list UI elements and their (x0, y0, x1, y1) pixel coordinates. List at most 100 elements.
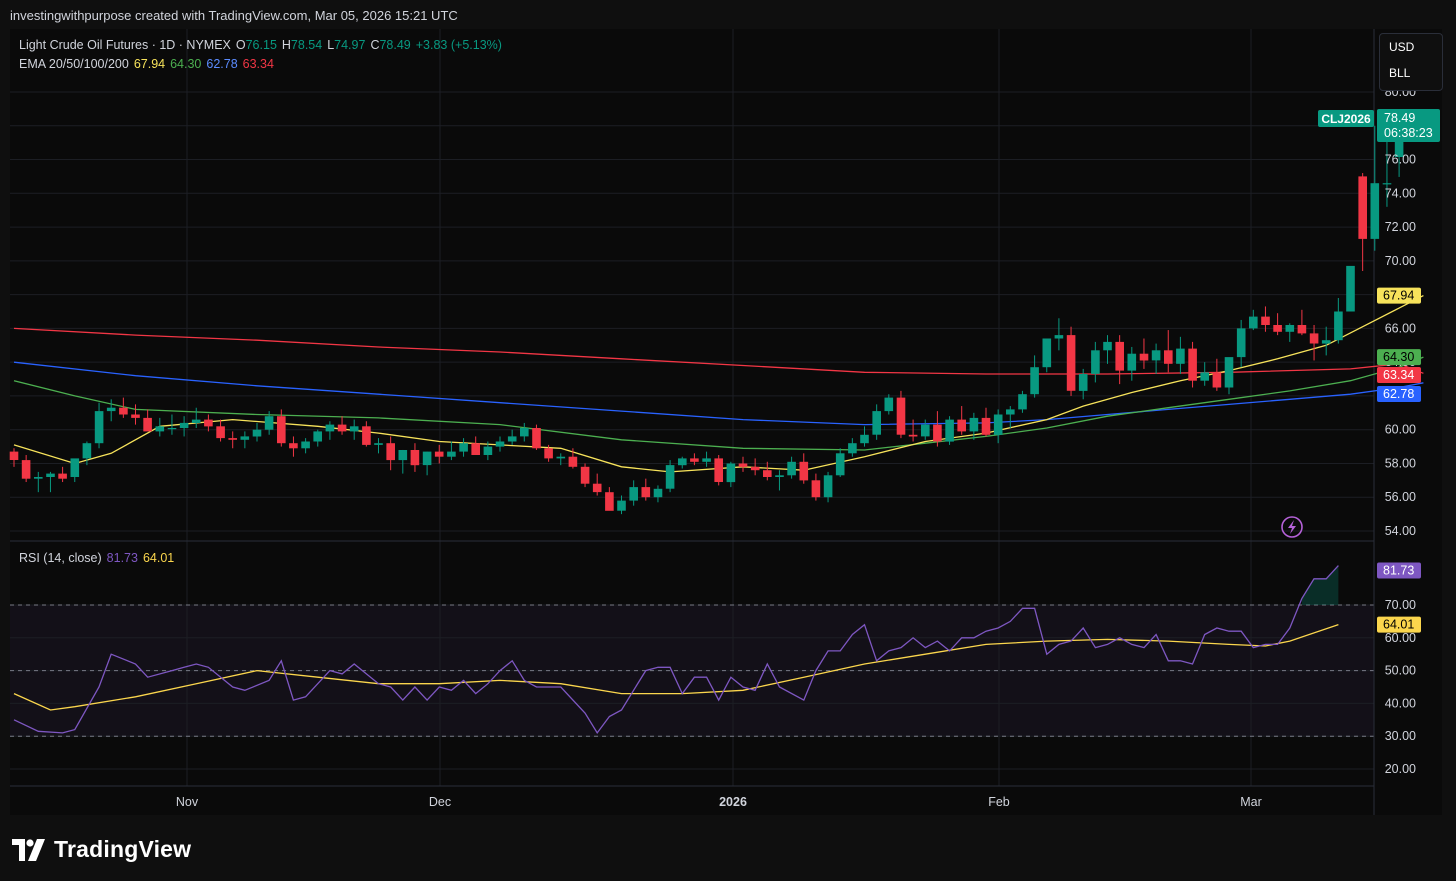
ticker-tag-bg (1318, 110, 1374, 127)
rsi-ma-value: 64.01 (142, 551, 175, 565)
candle (799, 453, 809, 484)
candle-body (738, 463, 748, 467)
candle (568, 448, 578, 469)
unit-label[interactable]: BLL (1389, 66, 1411, 80)
candle (969, 412, 979, 440)
candle (313, 429, 322, 447)
candle-body (301, 441, 310, 449)
candle (1382, 132, 1392, 207)
rsi-overbought-fill (1301, 565, 1339, 605)
candle-body (277, 416, 286, 444)
candle (143, 409, 152, 432)
candle (434, 444, 444, 464)
candle (119, 397, 128, 418)
price-tag-price: 78.49 (1384, 111, 1415, 125)
candle (277, 409, 286, 447)
price-tick-label: 54.00 (1385, 524, 1416, 538)
candle (1127, 346, 1137, 381)
time-tick-label: Dec (429, 795, 451, 809)
candle (520, 422, 529, 442)
candle (264, 411, 274, 435)
candle (1224, 357, 1234, 395)
candle (1115, 335, 1124, 385)
candle-body (1200, 372, 1209, 381)
ema-label[interactable]: EMA 20/50/100/200 (19, 57, 129, 71)
logo-text: TradingView (54, 836, 192, 862)
rsi-tick-label: 60.00 (1385, 631, 1416, 645)
candle-body (131, 414, 140, 418)
candle-body (823, 475, 833, 498)
candle-body (9, 451, 19, 460)
currency-unit-selector[interactable]: USD BLL (1379, 33, 1443, 91)
candle-body (94, 411, 104, 444)
candle-body (750, 466, 760, 471)
ema100-tag-bg (1377, 386, 1421, 402)
candle (349, 419, 359, 440)
candle (1334, 297, 1343, 344)
ema200-value: 63.34 (242, 57, 274, 71)
ema50-tag: 64.30 (1377, 349, 1421, 366)
candle-body (1236, 328, 1246, 358)
candle (1370, 125, 1380, 251)
tradingview-logo-icon (12, 838, 45, 861)
candle-body (264, 416, 274, 430)
candle-body (969, 417, 979, 432)
candle (702, 451, 711, 467)
price-tick-label: 58.00 (1385, 456, 1416, 470)
candle-body (568, 456, 578, 467)
price-tick-label: 56.00 (1385, 490, 1416, 504)
candle (131, 404, 140, 425)
candle-body (1370, 183, 1380, 239)
candle (981, 407, 991, 437)
candle (921, 419, 930, 440)
candle-body (1346, 265, 1355, 312)
ema200-tag-bg (1377, 367, 1421, 383)
candle-body (398, 450, 408, 461)
ema200-line (13, 327, 1424, 375)
candle (1078, 368, 1088, 400)
candle (228, 431, 237, 449)
candle-body (410, 450, 420, 466)
candle-body (106, 407, 116, 412)
candle-body (835, 453, 845, 476)
candle-body (313, 431, 322, 442)
candle (1054, 318, 1064, 351)
candle (447, 441, 456, 461)
candle (1346, 265, 1355, 312)
candle-body (228, 438, 237, 440)
candle-body (167, 428, 177, 430)
candle (605, 487, 614, 511)
rsi-label[interactable]: RSI (14, close) (19, 551, 102, 565)
candle (21, 455, 31, 483)
rsi-grid (10, 604, 1374, 770)
candle (1103, 335, 1112, 364)
candle-body (58, 473, 67, 479)
rsi-tick-label: 50.00 (1385, 664, 1416, 678)
candle-body (1139, 353, 1149, 361)
candle (532, 424, 541, 450)
candle (690, 453, 699, 466)
candle-body (702, 458, 711, 462)
candle (884, 394, 894, 415)
symbol-name[interactable]: Light Crude Oil Futures · 1D · NYMEX (19, 38, 231, 52)
alert-lightning-icon[interactable] (1281, 516, 1303, 538)
candle-body (617, 500, 626, 511)
candle-body (714, 458, 723, 482)
candle (82, 441, 92, 466)
candle (362, 421, 371, 447)
high-label: H (281, 38, 291, 52)
candle-body (362, 426, 371, 445)
price-tick-label: 60.00 (1385, 423, 1416, 437)
candle (507, 429, 517, 445)
time-tick-label: Nov (176, 795, 199, 809)
candle-body (763, 470, 772, 477)
candle (860, 426, 869, 447)
ema20-value: 67.94 (133, 57, 166, 71)
candle (1273, 313, 1282, 336)
candle (1358, 173, 1367, 271)
candle-body (726, 463, 736, 483)
currency-label[interactable]: USD (1389, 40, 1415, 54)
candle-body (34, 477, 43, 479)
candle (374, 438, 383, 454)
